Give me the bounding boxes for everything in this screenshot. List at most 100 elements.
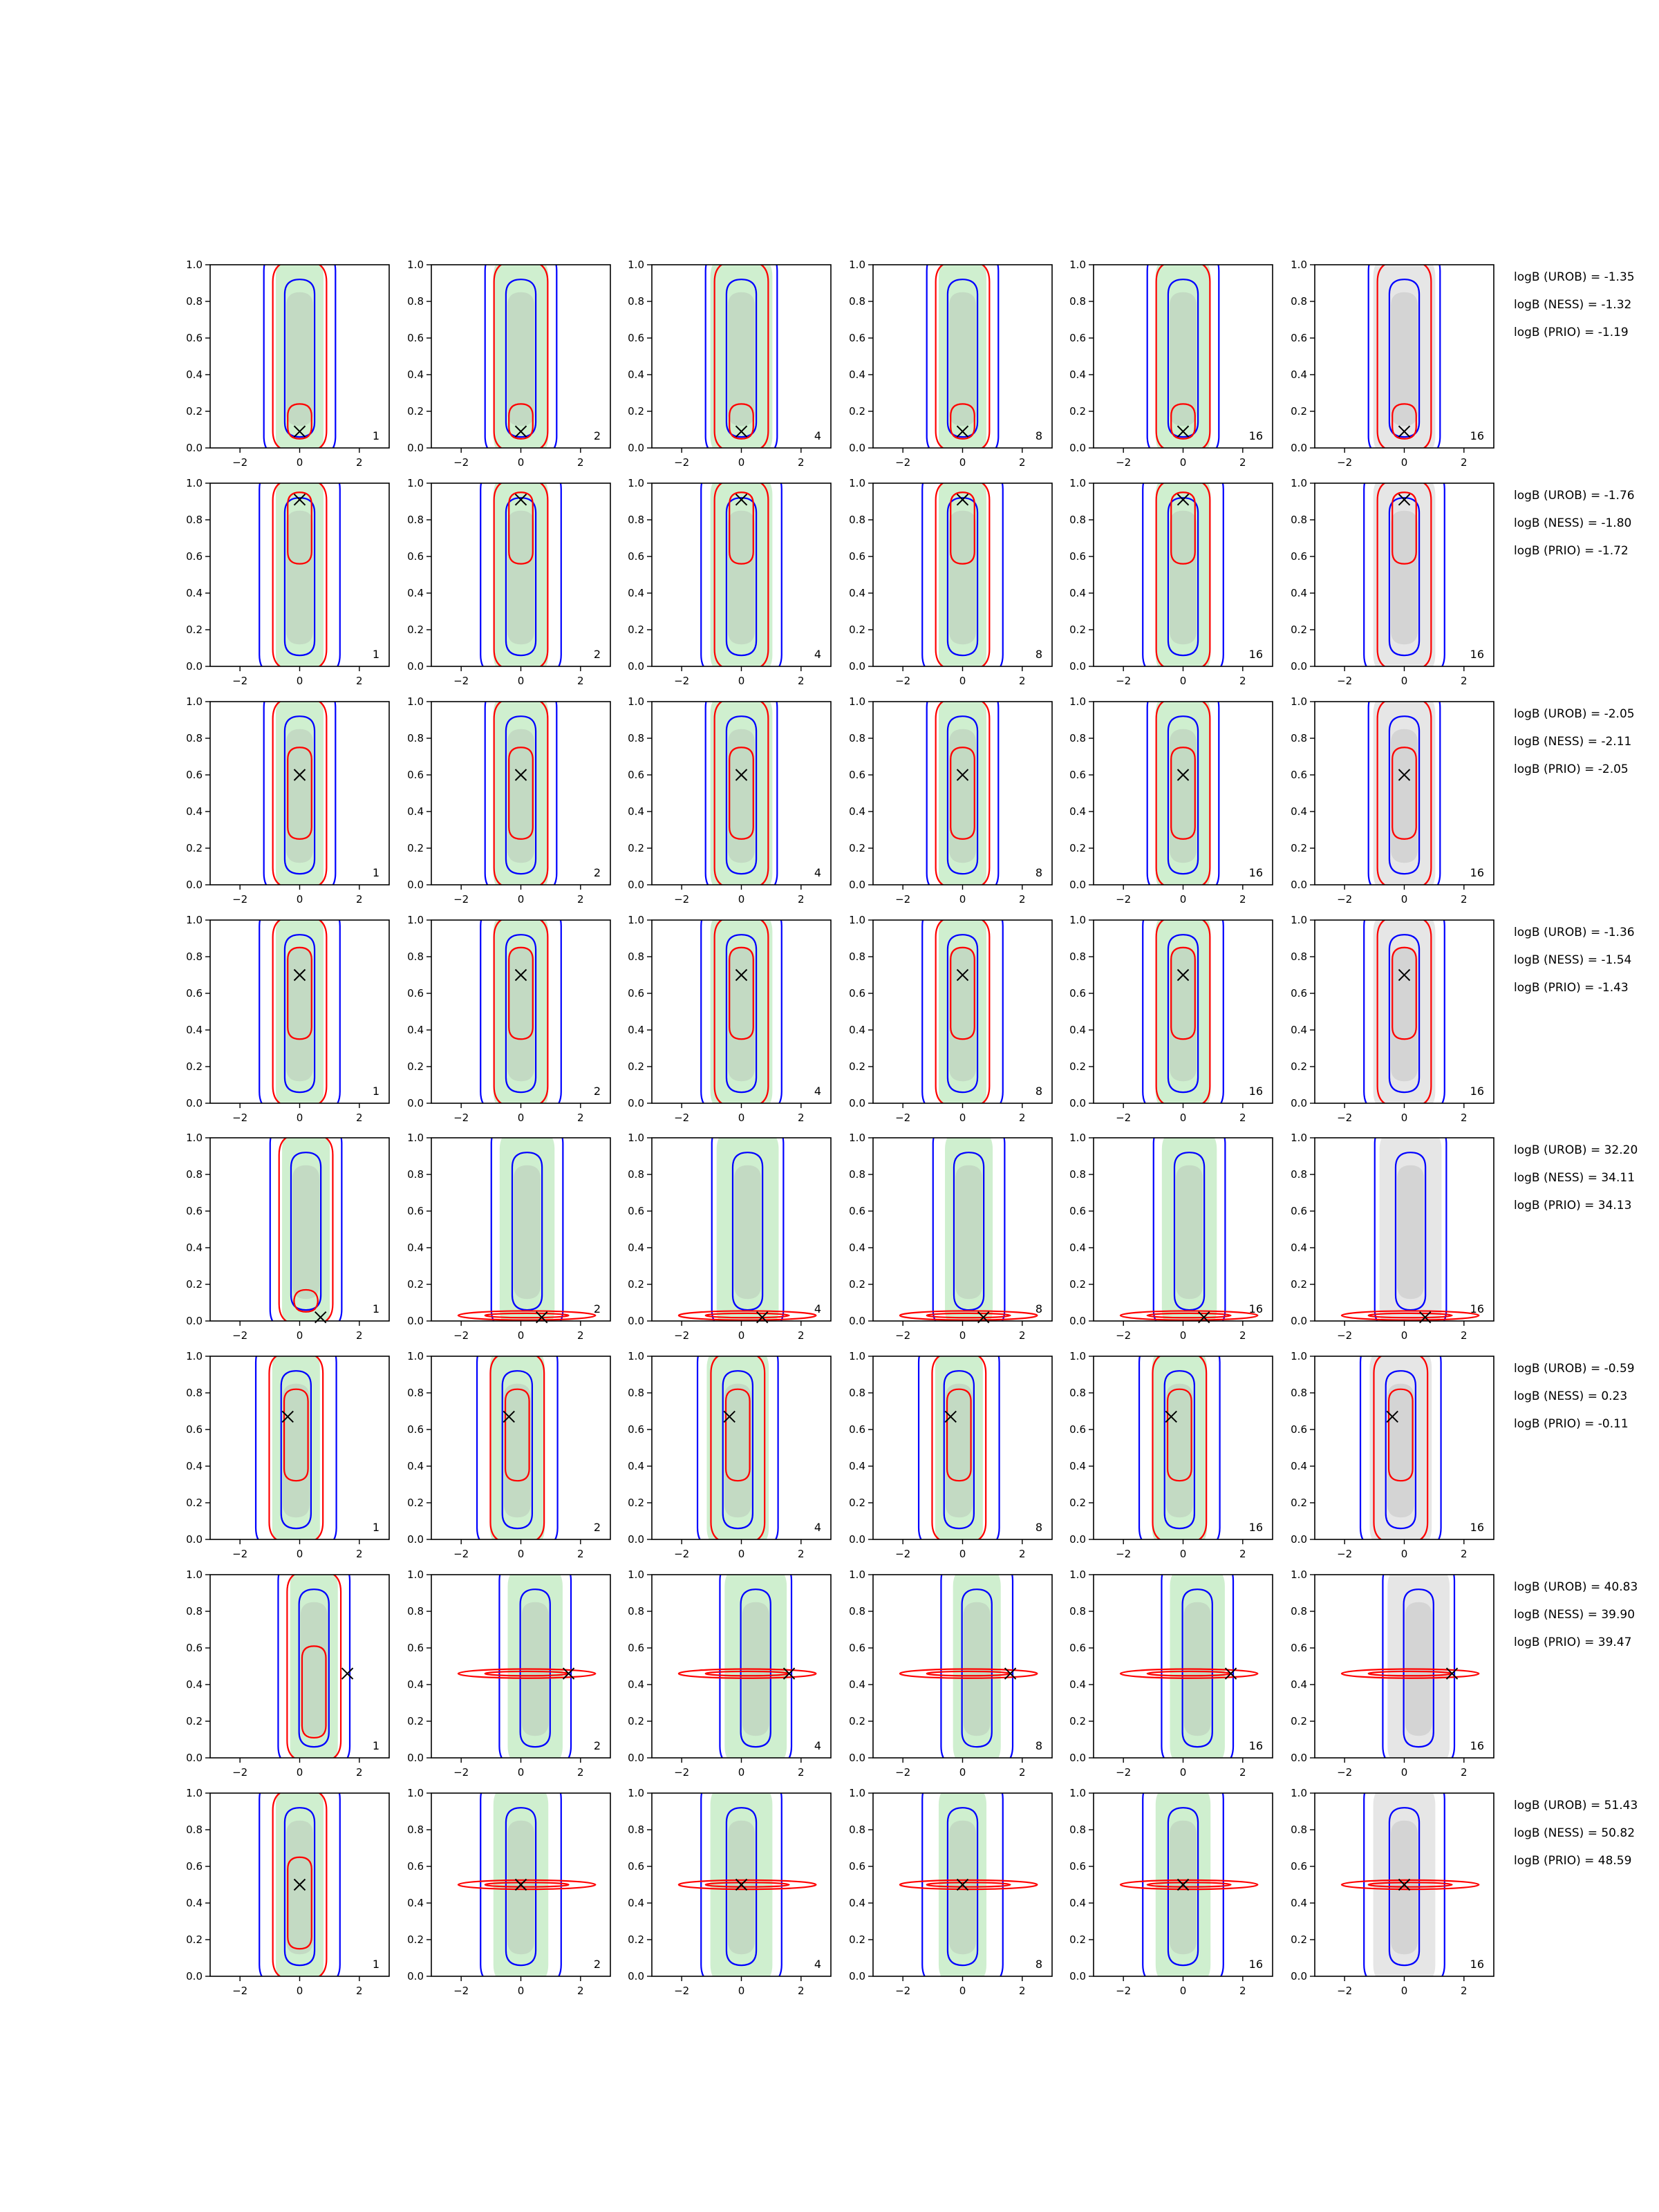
- y-tick-label: 0.2: [1069, 842, 1086, 854]
- subplot: −2 0 2 0.0 0.2 0.4 0.6 0.8 1.0 8: [849, 695, 1053, 906]
- x-tick-label: 0: [959, 1548, 966, 1560]
- subplot: −2 0 2 0.0 0.2 0.4 0.6 0.8 1.0 16: [1291, 259, 1494, 469]
- red-contour-inner: [926, 1312, 1011, 1319]
- y-tick-label: 0.4: [186, 368, 203, 381]
- y-tick-label: 0.0: [1069, 1315, 1086, 1327]
- y-tick-label: 0.2: [849, 1060, 865, 1073]
- density-fill: [499, 1138, 555, 1321]
- x-tick-label: 0: [1180, 456, 1187, 469]
- density-core: [286, 729, 313, 863]
- blue-contour-inner: [943, 1370, 975, 1530]
- y-tick-label: 0.0: [849, 1970, 865, 1983]
- y-tick-label: 0.6: [628, 769, 644, 781]
- x-tick-label: 2: [577, 1112, 584, 1124]
- x-tick-label: 0: [959, 893, 966, 906]
- red-contour-outer: [272, 920, 328, 1103]
- red-contour-inner: [508, 403, 534, 440]
- sample-count-label: 16: [1470, 1739, 1484, 1752]
- blue-contour-inner: [1394, 1152, 1427, 1311]
- y-tick-label: 0.4: [1069, 1678, 1086, 1691]
- x-tick-label: 0: [297, 1112, 303, 1124]
- x-tick-label: 2: [798, 893, 805, 906]
- density-core: [1387, 1383, 1414, 1518]
- x-tick-label: 0: [518, 675, 525, 687]
- blue-contour-inner: [283, 715, 316, 875]
- red-contour-inner: [508, 491, 534, 565]
- y-tick-label: 0.6: [849, 550, 865, 563]
- y-tick-label: 1.0: [407, 477, 424, 489]
- red-contour-inner: [729, 946, 754, 1040]
- y-tick-label: 0.6: [1291, 987, 1307, 1000]
- y-tick-label: 1.0: [849, 259, 865, 271]
- y-tick-label: 0.2: [628, 1715, 644, 1727]
- subplot: −2 0 2 0.0 0.2 0.4 0.6 0.8 1.0 4: [628, 477, 832, 687]
- x-tick-label: 2: [798, 1548, 805, 1560]
- y-tick-label: 0.6: [1291, 550, 1307, 563]
- x-tick-label: 2: [798, 675, 805, 687]
- red-contour-inner: [508, 946, 534, 1040]
- subplot: −2 0 2 0.0 0.2 0.4 0.6 0.8 1.0 16: [1069, 1787, 1273, 1997]
- red-contour-outer: [1340, 1310, 1480, 1321]
- y-tick-label: 0.6: [849, 769, 865, 781]
- y-tick-label: 0.2: [628, 1933, 644, 1946]
- x-tick-label: 2: [798, 1112, 805, 1124]
- x-tick-label: −2: [1116, 893, 1131, 906]
- red-contour-outer: [1119, 1668, 1259, 1679]
- density-core: [1391, 947, 1418, 1082]
- x-tick-label: 2: [577, 1548, 584, 1560]
- subplot: −2 0 2 0.0 0.2 0.4 0.6 0.8 1.0 2: [407, 259, 611, 469]
- blue-contour-inner: [1388, 715, 1421, 875]
- y-tick-label: 0.4: [186, 587, 203, 599]
- sample-count-label: 1: [373, 1085, 379, 1098]
- x-tick-label: 0: [297, 1329, 303, 1342]
- y-tick-label: 0.2: [1069, 1497, 1086, 1509]
- y-tick-label: 0.8: [1291, 1824, 1307, 1836]
- x-tick-label: 0: [1180, 1329, 1187, 1342]
- blue-contour-inner: [946, 715, 979, 875]
- x-tick-label: 0: [518, 456, 525, 469]
- x-tick-label: −2: [453, 893, 469, 906]
- truth-marker: [1445, 1667, 1459, 1680]
- truth-marker: [503, 1410, 515, 1423]
- logb-annotation: logB (NESS) = -2.11: [1514, 735, 1631, 749]
- red-contour-outer: [457, 1668, 597, 1679]
- y-tick-label: 0.4: [628, 1897, 644, 1909]
- density-core: [1391, 292, 1418, 427]
- x-tick-label: 2: [577, 1329, 584, 1342]
- x-tick-label: 2: [1461, 1329, 1468, 1342]
- logb-annotation: logB (PRIO) = -1.72: [1514, 544, 1629, 558]
- subplot-row: −2 0 2 0.0 0.2 0.4 0.6 0.8 1.0 1 −2 0 2 0.0 0.2 0.4 0.6 0…: [186, 1132, 1638, 1342]
- x-tick-label: −2: [674, 1548, 689, 1560]
- density-fill: [275, 265, 324, 448]
- y-tick-label: 0.2: [1069, 624, 1086, 636]
- density-fill: [953, 1575, 1001, 1758]
- x-tick-label: 0: [1401, 1548, 1408, 1560]
- blue-contour-inner: [283, 1807, 316, 1967]
- density-fill: [493, 920, 549, 1103]
- x-tick-label: 2: [1019, 1766, 1026, 1779]
- y-tick-label: 0.2: [186, 1060, 203, 1073]
- y-tick-label: 0.6: [1069, 1423, 1086, 1436]
- y-tick-label: 0.8: [849, 1824, 865, 1836]
- blue-contour-inner: [290, 1152, 322, 1311]
- y-tick-label: 0.6: [1291, 332, 1307, 344]
- y-tick-label: 0.2: [628, 405, 644, 418]
- subplot: −2 0 2 0.0 0.2 0.4 0.6 0.8 1.0 8: [849, 1132, 1053, 1342]
- x-tick-label: 0: [738, 1548, 745, 1560]
- red-contour-inner: [301, 1645, 327, 1738]
- blue-contour-inner: [1163, 1370, 1195, 1530]
- sample-count-label: 4: [814, 1739, 821, 1752]
- red-contour-inner: [926, 1882, 1011, 1888]
- y-tick-label: 0.2: [186, 1497, 203, 1509]
- y-tick-label: 0.0: [407, 1970, 424, 1983]
- y-tick-label: 1.0: [628, 914, 644, 926]
- y-tick-label: 0.0: [628, 1970, 644, 1983]
- sample-count-label: 8: [1035, 429, 1042, 442]
- sample-count-label: 16: [1470, 866, 1484, 879]
- subplot: −2 0 2 0.0 0.2 0.4 0.6 0.8 1.0 16: [1069, 1132, 1273, 1342]
- x-tick-label: −2: [453, 1985, 469, 1997]
- x-tick-label: −2: [1116, 1985, 1131, 1997]
- y-tick-label: 0.2: [628, 624, 644, 636]
- red-contour-inner: [484, 1312, 570, 1319]
